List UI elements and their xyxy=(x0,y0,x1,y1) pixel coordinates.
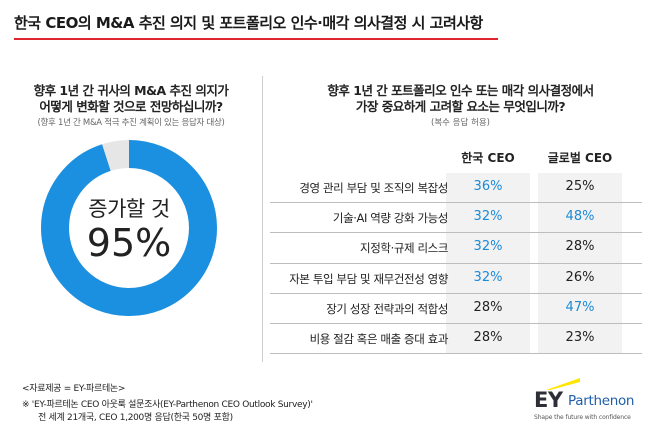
table-row: 비용 절감 혹은 매출 증대 효과 28% 23% xyxy=(270,324,642,355)
title-underline xyxy=(14,38,498,40)
korea-value: 28% xyxy=(473,330,503,345)
right-question-line1: 향후 1년 간 포트폴리오 인수 또는 매각 의사결정에서 xyxy=(327,83,594,98)
ey-parthenon-logo: EY Parthenon Shape the future with confi… xyxy=(534,378,646,426)
korea-value: 32% xyxy=(473,209,503,225)
donut-chart xyxy=(41,140,217,316)
source-sample: 전 세계 21개국, CEO 1,200명 응답(한국 50명 포함) xyxy=(38,413,233,423)
table-row: 장기 성장 전략과의 적합성 28% 47% xyxy=(270,294,642,324)
row-label: 기술·AI 역량 강화 가능성 xyxy=(332,211,449,226)
row-label: 자본 투입 부담 및 재무건전성 영향 xyxy=(289,271,448,286)
ey-beam-icon xyxy=(546,378,580,390)
left-question-line2: 어떻게 변화할 것으로 전망하십니까? xyxy=(39,99,223,114)
global-value: 23% xyxy=(565,330,595,345)
row-label: 지정학·규제 리스크 xyxy=(360,241,448,256)
global-value: 47% xyxy=(565,299,595,315)
table-row: 자본 투입 부담 및 재무건전성 영향 32% 26% xyxy=(270,264,642,294)
source-survey: ※ 'EY-파르테논 CEO 아웃룩 설문조사(EY-Parthenon CEO… xyxy=(22,400,313,410)
panel-divider xyxy=(262,76,263,362)
donut-value: 95% xyxy=(86,221,172,265)
logo-name-text: Parthenon xyxy=(568,393,635,409)
global-value: 48% xyxy=(565,209,595,225)
row-label: 경영 관리 부담 및 조직의 복잡성 xyxy=(299,181,448,195)
donut-label: 증가할 것 xyxy=(88,197,170,221)
left-question-line1: 향후 1년 간 귀사의 M&A 추진 의지가 xyxy=(33,83,229,98)
row-label: 비용 절감 혹은 매출 증대 효과 xyxy=(309,332,449,346)
logo-tagline: Shape the future with confidence xyxy=(534,414,631,421)
table-row: 지정학·규제 리스크 32% 28% xyxy=(270,233,642,264)
donut-slice-increase xyxy=(41,140,217,316)
global-value: 26% xyxy=(565,269,595,285)
korea-value: 32% xyxy=(473,239,503,255)
global-value: 28% xyxy=(565,239,595,255)
logo-ey-text: EY xyxy=(534,388,563,412)
table-row: 기술·AI 역량 강화 가능성 32% 48% xyxy=(270,203,642,234)
source-credit: <자료제공 = EY-파르테논> xyxy=(22,384,126,394)
right-note: (복수 응답 허용) xyxy=(431,118,490,128)
column-header-global: 글로벌 CEO xyxy=(547,151,613,165)
korea-value: 36% xyxy=(473,179,503,194)
korea-value: 28% xyxy=(473,299,503,315)
page-title: 한국 CEO의 M&A 추진 의지 및 포트폴리오 인수·매각 의사결정 시 고… xyxy=(14,14,483,32)
korea-value: 32% xyxy=(473,269,503,285)
column-header-korea: 한국 CEO xyxy=(461,151,515,165)
row-label: 장기 성장 전략과의 적합성 xyxy=(326,301,448,316)
table-row: 경영 관리 부담 및 조직의 복잡성 36% 25% xyxy=(270,173,642,204)
right-question-line2: 가장 중요하게 고려할 요소는 무엇입니까? xyxy=(355,99,566,114)
global-value: 25% xyxy=(565,179,595,194)
left-note: (향후 1년 간 M&A 적극 추진 계획이 있는 응답자 대상) xyxy=(37,118,225,128)
